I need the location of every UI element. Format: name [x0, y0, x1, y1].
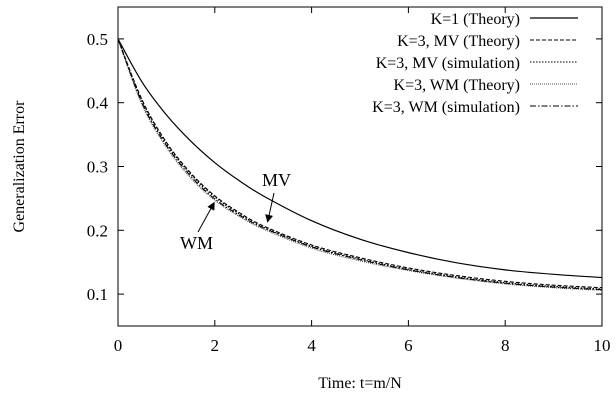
ticks-layer: 0 2 4 6 8 10 0.1 0.2 0.3 0.4 0.5	[87, 7, 611, 355]
y-tick-label-3: 0.4	[87, 94, 109, 113]
series-line-4	[117, 38, 603, 291]
legend-label-1: K=3, MV (Theory)	[397, 33, 520, 50]
plot-frame	[117, 6, 603, 327]
y-tick-label-4: 0.5	[87, 30, 108, 49]
x-tick-label-4: 8	[501, 336, 510, 355]
series-line-1	[117, 38, 603, 289]
series-layer	[117, 38, 603, 291]
annotation-mv: MV	[262, 170, 291, 190]
y-tick-label-0: 0.1	[87, 285, 108, 304]
annotation-wm-arrow	[197, 201, 215, 233]
legend: K=1 (Theory) K=3, MV (Theory) K=3, MV (sim…	[372, 11, 578, 116]
legend-label-2: K=3, MV (simulation)	[376, 55, 520, 72]
y-tick-label-1: 0.2	[87, 221, 108, 240]
x-axis-label: Time: t=m/N	[318, 375, 402, 392]
annotations: MV WM	[180, 170, 291, 253]
annotation-wm: WM	[180, 233, 213, 253]
legend-label-3: K=3, WM (Theory)	[394, 77, 520, 94]
x-tick-label-0: 0	[114, 336, 123, 355]
series-line-2	[117, 38, 603, 290]
x-tick-label-1: 2	[211, 336, 220, 355]
series-line-0	[117, 38, 603, 279]
x-tick-label-2: 4	[307, 336, 316, 355]
annotation-mv-arrow	[265, 192, 275, 223]
legend-label-0: K=1 (Theory)	[431, 11, 520, 28]
y-tick-label-2: 0.3	[87, 158, 108, 177]
x-tick-label-3: 6	[404, 336, 413, 355]
x-tick-label-5: 10	[594, 336, 611, 355]
legend-label-4: K=3, WM (simulation)	[372, 99, 520, 116]
y-axis-label: Generalization Error	[11, 100, 28, 233]
